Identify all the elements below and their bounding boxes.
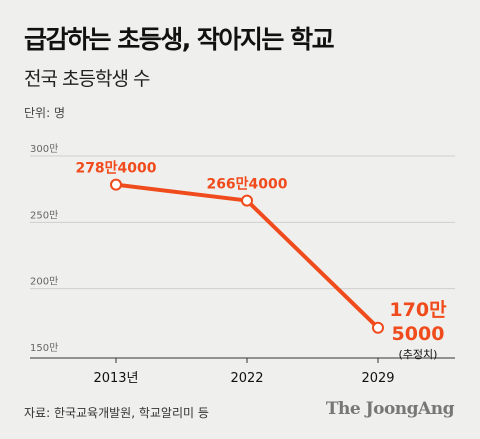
source-note: 자료: 한국교육개발원, 학교알리미 등 xyxy=(24,406,209,420)
x-tick-label: 2029 xyxy=(361,371,394,386)
y-tick-label: 300만 xyxy=(30,143,58,155)
grid-lines xyxy=(30,155,455,290)
x-tick-label: 2022 xyxy=(230,371,263,386)
data-label: 170만 xyxy=(389,299,447,321)
x-tick-label: 2013년 xyxy=(93,371,138,386)
data-point xyxy=(372,321,384,334)
data-label: 278만4000 xyxy=(75,161,156,177)
data-point xyxy=(110,178,122,191)
chart-subtitle: 전국 초등학생 수 xyxy=(24,68,150,90)
data-label: 266만4000 xyxy=(206,177,287,193)
y-tick-labels: 300만 250만 200만 150만 xyxy=(30,143,58,354)
data-points xyxy=(110,178,384,334)
data-label: 5000 xyxy=(392,323,445,345)
estimate-annotation: (추정치) xyxy=(399,348,438,361)
x-axis: 2013년 2022 2029 xyxy=(30,357,455,386)
unit-label: 단위: 명 xyxy=(24,106,65,120)
y-tick-label: 150만 xyxy=(30,342,58,354)
y-tick-label: 250만 xyxy=(30,209,58,221)
y-tick-label: 200만 xyxy=(30,276,58,288)
publisher-logo: The JoongAng xyxy=(325,399,455,419)
data-point xyxy=(241,194,253,207)
chart-title: 급감하는 초등생, 작아지는 학교 xyxy=(24,25,335,54)
